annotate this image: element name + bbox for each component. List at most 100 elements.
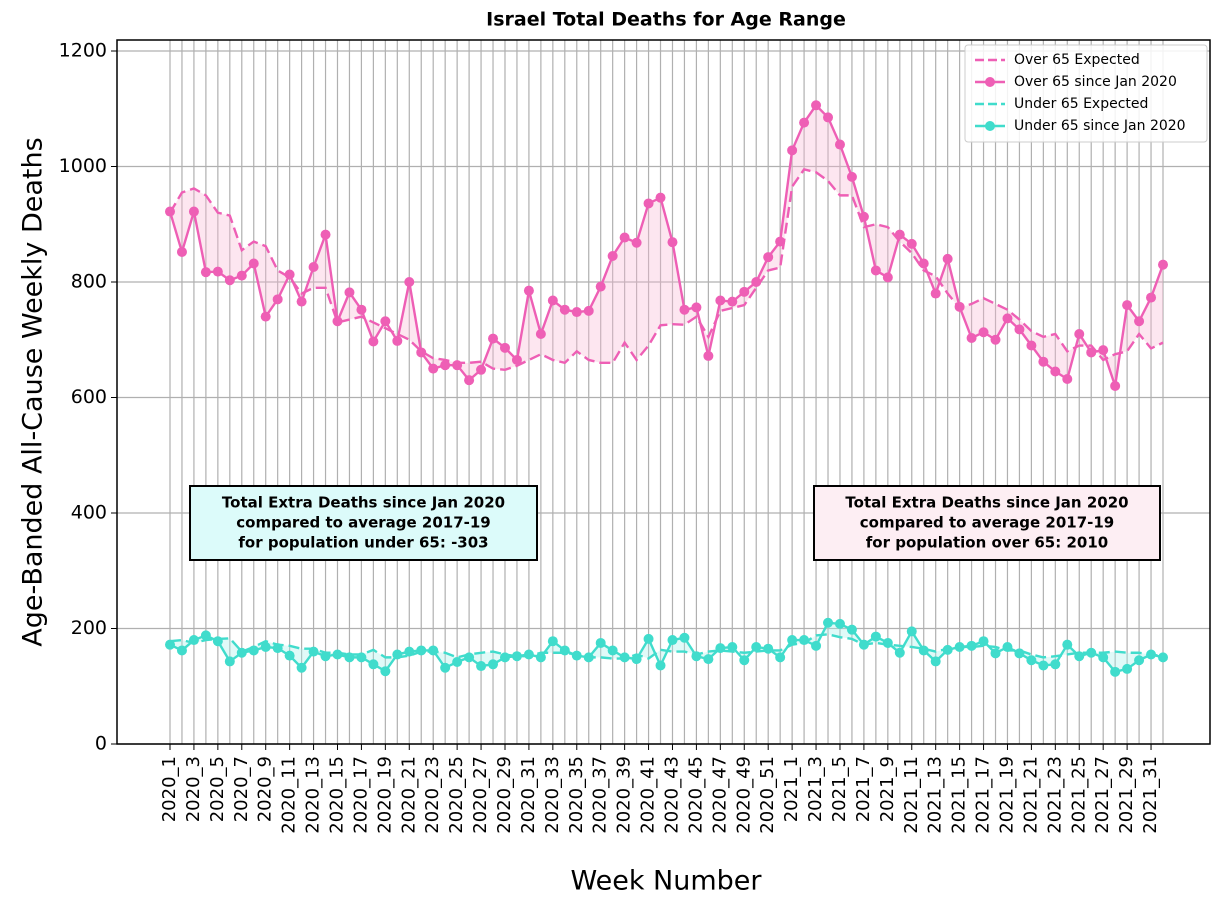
point <box>799 117 810 128</box>
point <box>1002 313 1013 324</box>
point <box>224 275 235 286</box>
point <box>978 327 989 338</box>
point <box>284 269 295 280</box>
point <box>272 294 283 305</box>
x-tick-label: 2020_19 <box>374 756 395 834</box>
point <box>942 644 953 655</box>
point <box>930 656 941 667</box>
y-tick-label: 200 <box>71 617 107 639</box>
point <box>1146 649 1157 660</box>
x-tick-label: 2020_17 <box>350 756 371 834</box>
annotation-text: for population under 65: -303 <box>238 534 488 552</box>
x-tick-label: 2021_27 <box>1092 756 1113 834</box>
point <box>583 652 594 663</box>
point <box>404 646 415 657</box>
x-tick-label: 2021_7 <box>853 756 874 822</box>
point <box>739 286 750 297</box>
point <box>882 637 893 648</box>
point <box>248 645 259 656</box>
point <box>1050 659 1061 670</box>
point <box>1038 356 1049 367</box>
point <box>691 651 702 662</box>
fill-between <box>170 105 1163 386</box>
x-tick-label: 2021_3 <box>805 756 826 822</box>
point <box>1110 380 1121 391</box>
point <box>1038 660 1049 671</box>
point <box>631 654 642 665</box>
point <box>440 360 451 371</box>
x-tick-label: 2021_1 <box>781 756 802 822</box>
point <box>535 328 546 339</box>
legend-label: Under 65 since Jan 2020 <box>1014 118 1186 134</box>
point <box>751 277 762 287</box>
point <box>775 652 786 663</box>
point <box>1086 347 1097 358</box>
point <box>212 636 223 647</box>
point <box>918 258 929 269</box>
point <box>990 648 1001 659</box>
point <box>655 660 666 671</box>
x-tick-label: 2021_13 <box>925 756 946 834</box>
x-tick-label: 2021_11 <box>901 756 922 834</box>
point <box>834 618 845 629</box>
point <box>787 145 798 156</box>
point <box>212 266 223 277</box>
point <box>284 650 295 661</box>
point <box>356 304 367 315</box>
point <box>715 643 726 654</box>
point <box>1134 316 1145 327</box>
point <box>619 232 630 243</box>
point <box>416 645 427 656</box>
point <box>930 288 941 299</box>
y-tick-label: 600 <box>71 386 107 408</box>
point <box>523 285 534 296</box>
point <box>547 295 558 306</box>
point <box>559 645 570 656</box>
point <box>906 626 917 637</box>
point <box>296 662 307 673</box>
point <box>356 652 367 663</box>
point <box>248 258 259 269</box>
point <box>775 236 786 247</box>
x-tick-label: 2020_41 <box>638 756 659 834</box>
x-tick-label: 2020_47 <box>709 756 730 834</box>
point <box>834 139 845 150</box>
point <box>320 229 331 240</box>
point <box>846 624 857 635</box>
x-tick-label: 2020_1 <box>159 756 180 822</box>
point <box>224 656 235 667</box>
point <box>954 641 965 652</box>
x-tick-label: 2020_29 <box>494 756 515 834</box>
x-tick-label: 2020_13 <box>303 756 324 834</box>
x-tick-label: 2020_25 <box>446 756 467 834</box>
point <box>954 301 965 312</box>
point <box>787 635 798 646</box>
x-tick-label: 2021_25 <box>1068 756 1089 834</box>
point <box>1062 639 1073 650</box>
x-tick-label: 2021_23 <box>1044 756 1065 834</box>
y-tick-label: 400 <box>71 502 107 524</box>
point <box>1134 655 1145 666</box>
point <box>200 630 211 641</box>
point <box>392 649 403 660</box>
point <box>511 651 522 662</box>
x-tick-label: 2020_15 <box>326 756 347 834</box>
point <box>870 631 881 642</box>
point <box>511 354 522 365</box>
point <box>260 641 271 652</box>
x-tick-label: 2020_49 <box>733 756 754 834</box>
point <box>751 641 762 652</box>
point <box>823 112 834 123</box>
point <box>1014 324 1025 335</box>
x-tick-label: 2021_17 <box>973 756 994 834</box>
series-line <box>169 621 1164 674</box>
point <box>344 652 355 663</box>
point <box>404 277 415 287</box>
chart-title: Israel Total Deaths for Age Range <box>486 9 846 31</box>
point <box>823 617 834 628</box>
point <box>607 251 618 262</box>
point <box>703 654 714 665</box>
point <box>440 662 451 673</box>
point <box>1122 300 1133 311</box>
point <box>715 295 726 306</box>
